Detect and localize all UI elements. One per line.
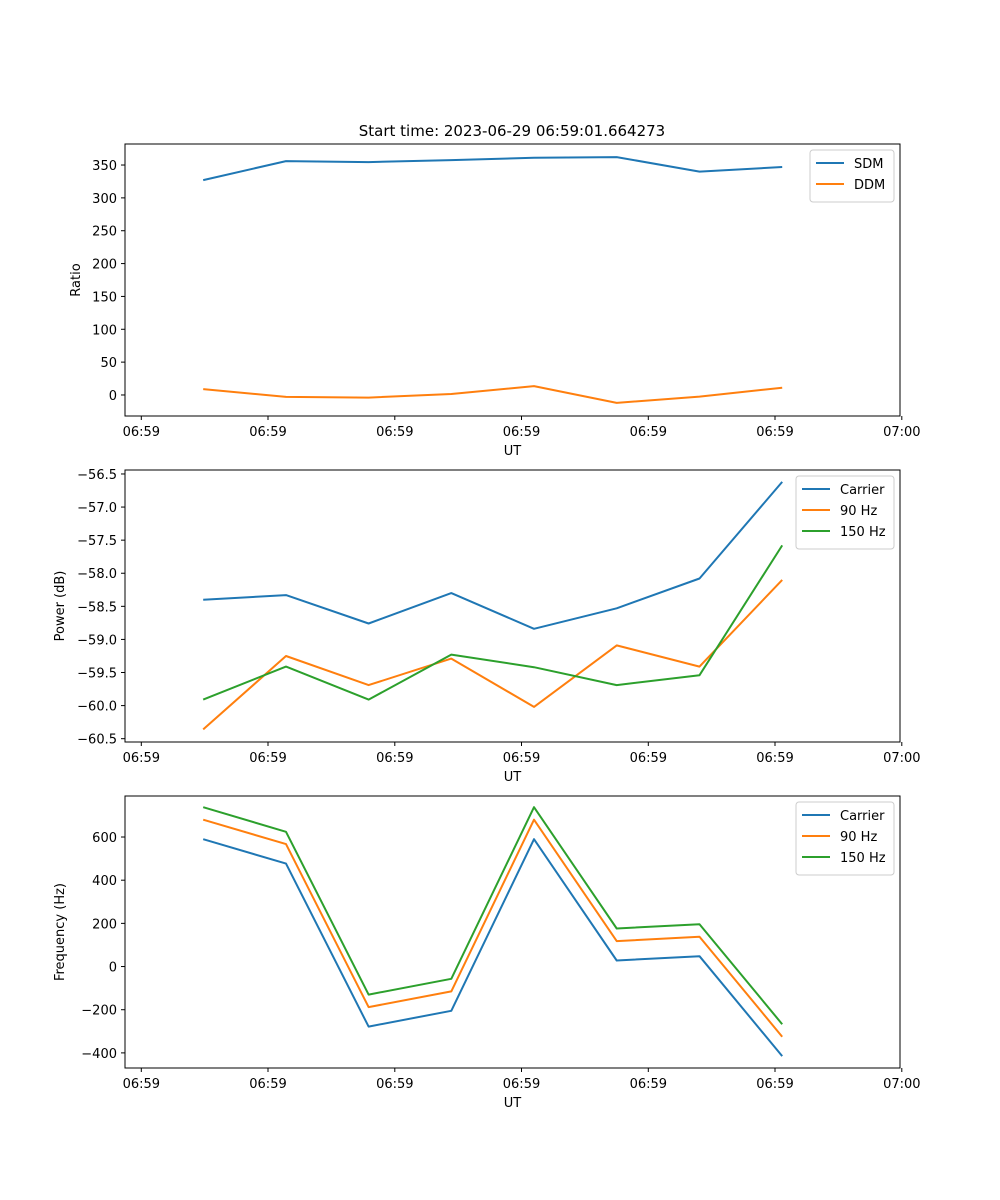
axes-frame [124, 795, 901, 1069]
figure-title: Start time: 2023-06-29 06:59:01.664273 [359, 122, 665, 140]
y-tick-label: 350 [92, 159, 117, 174]
x-tick-label: 06:59 [376, 1077, 413, 1092]
series-line-ddm [203, 385, 783, 404]
x-tick-label: 06:59 [756, 1077, 793, 1092]
y-tick-label: 600 [92, 831, 117, 846]
y-tick-label: −57.5 [77, 534, 117, 549]
axes-frame [124, 469, 901, 743]
y-tick-label: 200 [92, 917, 117, 932]
legend-label: Carrier [840, 809, 885, 824]
x-tick-label: 06:59 [630, 1077, 667, 1092]
subplot-2: 06:59 06:59 06:59 06:59 06:59 06:59 07:00 −60.5… [53, 468, 921, 785]
x-tick-label: 06:59 [123, 425, 160, 440]
x-tick-label: 06:59 [756, 751, 793, 766]
x-tick-label: 06:59 [503, 1077, 540, 1092]
x-tick-label: 07:00 [883, 425, 920, 440]
y-tick-label: −59.5 [77, 667, 117, 682]
legend-label: DDM [854, 178, 885, 193]
y-axis-label: Frequency (Hz) [53, 883, 68, 981]
subplots: 06:59 06:59 06:59 06:59 06:59 06:59 07:00 0 50 10… [53, 143, 921, 1111]
x-tick-label: 06:59 [249, 425, 286, 440]
axes-frame [124, 143, 901, 417]
legend-label: 90 Hz [840, 830, 877, 845]
x-tick-label: 06:59 [376, 751, 413, 766]
subplot-1: 06:59 06:59 06:59 06:59 06:59 06:59 07:00 0 50 10… [69, 143, 921, 459]
y-tick-label: 0 [109, 961, 117, 976]
x-tick-label: 06:59 [756, 425, 793, 440]
series-line-90-hz [202, 579, 783, 731]
y-tick-label: 0 [109, 389, 117, 404]
legend-label: 150 Hz [840, 851, 886, 866]
y-tick-label: −58.5 [77, 600, 117, 615]
x-tick-label: 06:59 [123, 1077, 160, 1092]
y-tick-label: 150 [92, 290, 117, 305]
y-tick-label: 400 [92, 874, 117, 889]
x-tick-label: 07:00 [883, 1077, 920, 1092]
y-tick-label: −200 [81, 1004, 117, 1019]
x-tick-label: 06:59 [630, 751, 667, 766]
x-tick-label: 06:59 [630, 425, 667, 440]
x-tick-label: 07:00 [883, 751, 920, 766]
y-tick-label: −59.0 [77, 633, 117, 648]
series-line-sdm [202, 156, 783, 182]
subplot-3: 06:59 06:59 06:59 06:59 06:59 06:59 07:00 −400 −… [53, 795, 921, 1111]
legend: Carrier 90 Hz 150 Hz [795, 801, 895, 876]
y-tick-label: −57.0 [77, 501, 117, 516]
legend: Carrier 90 Hz 150 Hz [795, 475, 895, 550]
x-tick-label: 06:59 [503, 425, 540, 440]
x-tick-label: 06:59 [249, 751, 286, 766]
y-tick-label: 250 [92, 225, 117, 240]
y-axis-label: Ratio [69, 263, 84, 296]
legend-label: Carrier [840, 483, 885, 498]
y-tick-label: −58.0 [77, 567, 117, 582]
legend-label: SDM [854, 157, 883, 172]
legend-label: 90 Hz [840, 504, 877, 519]
x-tick-label: 06:59 [123, 751, 160, 766]
series-line-150-hz [202, 544, 784, 701]
x-axis-label: UT [504, 770, 522, 785]
x-tick-label: 06:59 [503, 751, 540, 766]
y-tick-label: −60.0 [77, 700, 117, 715]
series-line-150-hz [202, 806, 783, 1025]
series-line-carrier [203, 481, 783, 630]
legend-label: 150 Hz [840, 525, 886, 540]
x-tick-label: 06:59 [376, 425, 413, 440]
y-tick-label: −56.5 [77, 468, 117, 483]
y-tick-label: 100 [92, 323, 117, 338]
y-tick-label: −60.5 [77, 733, 117, 748]
y-axis-label: Power (dB) [53, 571, 68, 642]
series-line-carrier [202, 838, 783, 1057]
x-axis-label: UT [504, 1096, 522, 1111]
x-tick-label: 06:59 [249, 1077, 286, 1092]
y-tick-label: −400 [81, 1047, 117, 1062]
x-axis-label: UT [504, 444, 522, 459]
y-tick-label: 50 [100, 356, 117, 371]
series-line-90-hz [202, 818, 783, 1038]
y-tick-label: 200 [92, 258, 117, 273]
y-tick-label: 300 [92, 192, 117, 207]
legend: SDM DDM [809, 149, 895, 203]
